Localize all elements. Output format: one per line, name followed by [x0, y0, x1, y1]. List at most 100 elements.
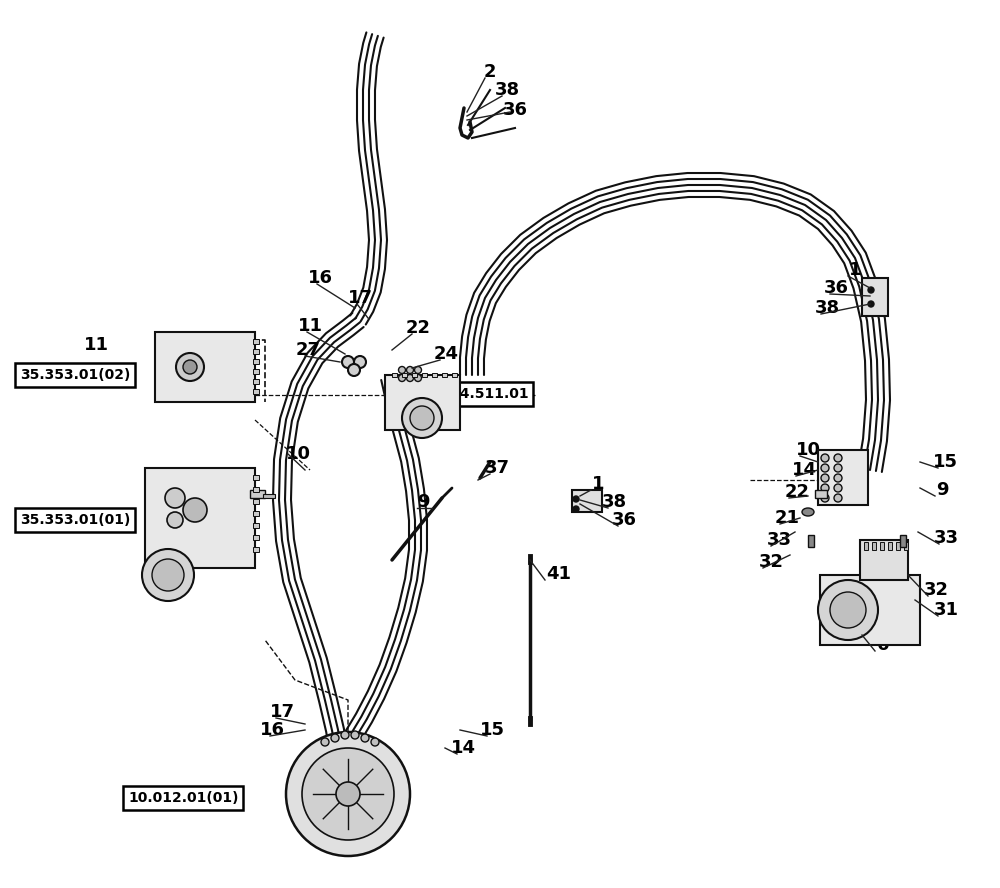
Circle shape [821, 464, 829, 472]
Text: 32: 32 [759, 553, 784, 571]
Text: 10: 10 [796, 441, 820, 459]
Bar [253, 535, 259, 540]
Circle shape [142, 549, 194, 601]
Text: 38: 38 [601, 493, 627, 511]
Text: 33: 33 [767, 531, 792, 549]
Bar [253, 475, 259, 480]
Text: 14: 14 [450, 739, 476, 757]
Bar [900, 535, 906, 547]
Bar [888, 542, 892, 550]
Text: 17: 17 [270, 703, 294, 721]
Circle shape [821, 494, 829, 502]
Text: 11: 11 [298, 317, 322, 335]
Text: 44.511.01: 44.511.01 [450, 387, 529, 401]
Bar [253, 359, 259, 364]
Bar [253, 339, 259, 344]
Bar [253, 499, 259, 504]
FancyBboxPatch shape [155, 332, 255, 402]
Text: 22: 22 [784, 483, 810, 501]
Text: 9: 9 [417, 493, 429, 511]
Circle shape [398, 367, 406, 374]
Text: 15: 15 [480, 721, 505, 739]
Circle shape [821, 454, 829, 462]
Text: 24: 24 [434, 345, 458, 363]
Bar [253, 379, 259, 384]
Bar [880, 542, 884, 550]
Bar [904, 542, 908, 550]
Bar [253, 487, 259, 492]
Text: 36: 36 [612, 511, 637, 529]
Text: 33: 33 [934, 529, 958, 547]
Text: 31: 31 [934, 601, 958, 619]
Text: 36: 36 [503, 101, 528, 119]
Bar [815, 490, 827, 498]
Bar [250, 490, 265, 498]
Text: 35.353.01(02): 35.353.01(02) [20, 368, 130, 382]
Text: 6: 6 [877, 636, 889, 654]
Bar [253, 523, 259, 528]
Circle shape [348, 364, 360, 376]
Text: 41: 41 [546, 565, 572, 583]
Circle shape [834, 484, 842, 492]
Bar [253, 547, 259, 552]
Text: 36: 36 [824, 279, 848, 297]
Bar [412, 373, 417, 377]
Circle shape [167, 512, 183, 528]
Circle shape [302, 748, 394, 840]
Ellipse shape [802, 508, 814, 516]
Circle shape [361, 734, 369, 742]
Circle shape [818, 580, 878, 640]
Circle shape [402, 398, 442, 438]
Circle shape [321, 738, 329, 746]
Text: 16: 16 [260, 721, 285, 739]
Circle shape [398, 375, 406, 382]
Circle shape [821, 474, 829, 482]
Text: 27: 27 [296, 341, 320, 359]
Circle shape [573, 496, 579, 502]
Text: 2: 2 [484, 63, 496, 81]
Circle shape [868, 287, 874, 293]
FancyBboxPatch shape [820, 575, 920, 645]
Circle shape [176, 353, 204, 381]
Bar [422, 373, 427, 377]
Bar [442, 373, 447, 377]
Circle shape [286, 732, 410, 856]
Circle shape [834, 454, 842, 462]
Text: 15: 15 [932, 453, 958, 471]
FancyBboxPatch shape [385, 375, 460, 430]
Circle shape [354, 356, 366, 368]
Text: 9: 9 [936, 481, 948, 499]
Circle shape [406, 367, 414, 374]
Bar [452, 373, 457, 377]
Bar [896, 542, 900, 550]
Circle shape [165, 488, 185, 508]
Text: 38: 38 [494, 81, 520, 99]
Circle shape [341, 731, 349, 739]
Circle shape [183, 360, 197, 374]
Circle shape [331, 734, 339, 742]
Text: 37: 37 [484, 459, 510, 477]
Circle shape [868, 301, 874, 307]
Text: 32: 32 [924, 581, 948, 599]
Text: 1: 1 [849, 261, 861, 279]
Circle shape [573, 506, 579, 512]
Circle shape [410, 406, 434, 430]
Text: 22: 22 [406, 319, 430, 337]
Bar [253, 349, 259, 354]
Circle shape [336, 782, 360, 806]
Text: 35.353.01(01): 35.353.01(01) [20, 513, 130, 527]
FancyBboxPatch shape [862, 278, 888, 316]
Text: 16: 16 [308, 269, 332, 287]
Text: 10.012.01(01): 10.012.01(01) [128, 791, 239, 805]
Circle shape [415, 367, 422, 374]
Circle shape [834, 494, 842, 502]
Bar [872, 542, 876, 550]
Bar [253, 369, 259, 374]
Text: 14: 14 [792, 461, 816, 479]
Circle shape [342, 356, 354, 368]
Circle shape [834, 474, 842, 482]
FancyBboxPatch shape [145, 468, 255, 568]
Bar [253, 511, 259, 516]
Bar [402, 373, 407, 377]
Text: 21: 21 [774, 509, 800, 527]
